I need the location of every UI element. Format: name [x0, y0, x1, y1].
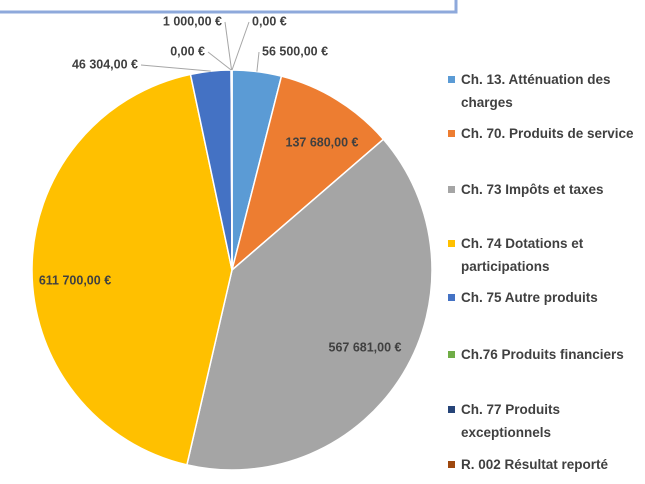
legend-swatch: [448, 240, 455, 247]
data-label: 137 680,00 €: [286, 135, 359, 149]
data-label: 0,00 €: [252, 14, 287, 28]
legend-entry: Ch. 13. Atténuation des charges: [448, 68, 643, 114]
leader-line: [140, 64, 211, 72]
legend-swatch: [448, 294, 455, 301]
leader-line: [207, 51, 232, 71]
legend-label: Ch. 73 Impôts et taxes: [461, 182, 604, 197]
data-label: 46 304,00 €: [72, 57, 138, 71]
legend-entry: Ch. 74 Dotations et participations: [448, 232, 643, 278]
leader-line: [224, 21, 233, 71]
legend-swatch: [448, 406, 455, 413]
legend-swatch: [448, 461, 455, 468]
legend-label: Ch.76 Produits financiers: [461, 347, 624, 362]
data-label: 567 681,00 €: [329, 340, 402, 354]
legend-entry: Ch. 70. Produits de service: [448, 122, 643, 145]
legend-swatch: [448, 186, 455, 193]
legend-label: Ch. 74 Dotations et participations: [461, 236, 584, 274]
legend-label: R. 002 Résultat reporté: [461, 457, 609, 472]
legend-swatch: [448, 76, 455, 83]
legend-entry: Ch.76 Produits financiers: [448, 343, 643, 366]
legend-swatch: [448, 351, 455, 358]
data-label: 1 000,00 €: [163, 14, 222, 28]
legend-entry: Ch. 77 Produits exceptionnels: [448, 398, 643, 444]
title-frame: [0, 0, 458, 14]
pie-slice: [31, 73, 233, 466]
leader-line: [231, 21, 250, 71]
legend-label: Ch. 75 Autre produits: [461, 290, 598, 305]
legend-label: Ch. 13. Atténuation des charges: [461, 72, 611, 110]
legend-label: Ch. 70. Produits de service: [461, 126, 634, 141]
data-label: 0,00 €: [170, 44, 205, 58]
legend-entry: Ch. 73 Impôts et taxes: [448, 178, 643, 201]
legend-entry: R. 002 Résultat reporté: [448, 453, 643, 476]
legend-entry: Ch. 75 Autre produits: [448, 286, 643, 309]
data-label: 611 700,00 €: [39, 273, 111, 287]
pie-slice: [186, 138, 433, 471]
legend-swatch: [448, 130, 455, 137]
pie-slice: [230, 75, 385, 273]
legend-label: Ch. 77 Produits exceptionnels: [461, 402, 561, 440]
data-label: 56 500,00 €: [262, 44, 328, 58]
leader-line: [256, 51, 260, 72]
